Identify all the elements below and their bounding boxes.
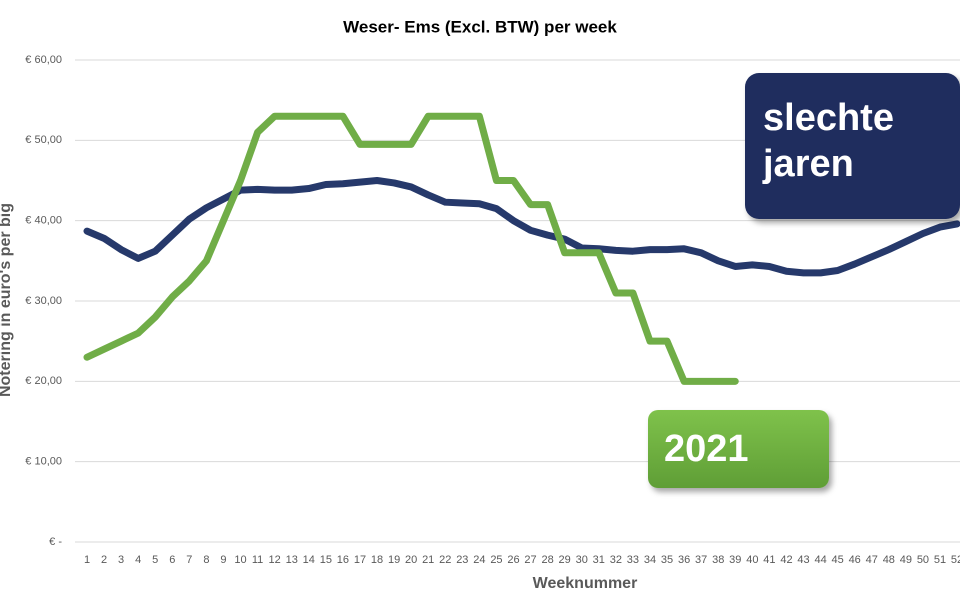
chart-title: Weser- Ems (Excl. BTW) per week bbox=[343, 17, 617, 36]
x-tick-label: 13 bbox=[286, 554, 298, 566]
x-tick-label: 17 bbox=[354, 554, 366, 566]
x-tick-label: 45 bbox=[832, 554, 844, 566]
x-tick-label: 30 bbox=[576, 554, 588, 566]
x-tick-label: 16 bbox=[337, 554, 349, 566]
x-tick-label: 18 bbox=[371, 554, 383, 566]
y-tick-label: € 20,00 bbox=[25, 375, 62, 387]
x-tick-label: 28 bbox=[541, 554, 553, 566]
x-tick-label: 39 bbox=[729, 554, 741, 566]
x-tick-label: 20 bbox=[405, 554, 417, 566]
x-axis-label: Weeknummer bbox=[533, 575, 638, 592]
x-tick-label: 12 bbox=[269, 554, 281, 566]
x-tick-label: 49 bbox=[900, 554, 912, 566]
x-tick-label: 48 bbox=[883, 554, 895, 566]
x-tick-label: 33 bbox=[627, 554, 639, 566]
series-line bbox=[83, 112, 739, 385]
x-tick-label: 36 bbox=[678, 554, 690, 566]
y-tick-label: € 40,00 bbox=[25, 215, 62, 227]
x-tick-label: 5 bbox=[152, 554, 158, 566]
y-tick-label: € 60,00 bbox=[25, 54, 62, 66]
x-tick-label: 43 bbox=[797, 554, 809, 566]
y-tick-label: € 30,00 bbox=[25, 295, 62, 307]
x-tick-label: 27 bbox=[524, 554, 536, 566]
x-tick-label: 31 bbox=[593, 554, 605, 566]
x-tick-label: 40 bbox=[746, 554, 758, 566]
y-axis-label: Notering in euro's per big bbox=[0, 203, 14, 397]
x-tick-label: 4 bbox=[135, 554, 141, 566]
x-tick-label: 14 bbox=[303, 554, 315, 566]
x-tick-label: 22 bbox=[439, 554, 451, 566]
x-tick-label: 46 bbox=[849, 554, 861, 566]
y-tick-label: € 50,00 bbox=[25, 134, 62, 146]
y-tick-label: € 10,00 bbox=[25, 456, 62, 468]
x-tick-label: 10 bbox=[234, 554, 246, 566]
x-tick-label: 41 bbox=[763, 554, 775, 566]
x-tick-label: 21 bbox=[422, 554, 434, 566]
x-tick-label: 2 bbox=[101, 554, 107, 566]
x-tick-label: 32 bbox=[610, 554, 622, 566]
x-tick-label: 6 bbox=[169, 554, 175, 566]
x-tick-label: 19 bbox=[388, 554, 400, 566]
x-tick-label: 42 bbox=[780, 554, 792, 566]
x-tick-label: 47 bbox=[866, 554, 878, 566]
x-tick-label: 3 bbox=[118, 554, 124, 566]
x-tick-label: 8 bbox=[203, 554, 209, 566]
x-tick-label: 29 bbox=[559, 554, 571, 566]
x-tick-label: 34 bbox=[644, 554, 656, 566]
x-tick-label: 26 bbox=[507, 554, 519, 566]
y-tick-label: € - bbox=[49, 536, 62, 548]
x-tick-label: 38 bbox=[712, 554, 724, 566]
x-tick-label: 15 bbox=[320, 554, 332, 566]
x-tick-label: 9 bbox=[220, 554, 226, 566]
x-tick-label: 50 bbox=[917, 554, 929, 566]
x-tick-label: 52 bbox=[951, 554, 960, 566]
x-tick-label: 24 bbox=[473, 554, 485, 566]
x-tick-label: 51 bbox=[934, 554, 946, 566]
x-tick-label: 11 bbox=[252, 554, 263, 566]
x-tick-label: 1 bbox=[84, 554, 90, 566]
x-tick-label: 25 bbox=[490, 554, 502, 566]
x-tick-label: 37 bbox=[695, 554, 707, 566]
x-tick-label: 35 bbox=[661, 554, 673, 566]
x-tick-label: 44 bbox=[814, 554, 826, 566]
series-label-box: 2021 bbox=[648, 410, 829, 488]
x-tick-label: 23 bbox=[456, 554, 468, 566]
series-label-box: slechte jaren bbox=[745, 73, 960, 219]
x-tick-label: 7 bbox=[186, 554, 192, 566]
